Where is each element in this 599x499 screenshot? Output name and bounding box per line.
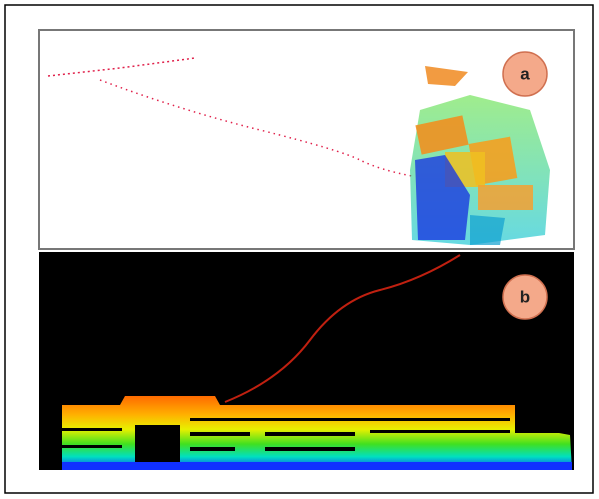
- points: [478, 185, 533, 210]
- panel-label: a: [520, 64, 530, 83]
- panel-b: b: [39, 252, 574, 470]
- panel-a: a: [39, 30, 574, 249]
- figure: a b: [0, 0, 599, 499]
- points: [62, 462, 572, 470]
- panel-label: b: [520, 287, 530, 306]
- page: a b (() => { const data = JSON.parse(doc…: [0, 0, 599, 499]
- points: [470, 215, 505, 245]
